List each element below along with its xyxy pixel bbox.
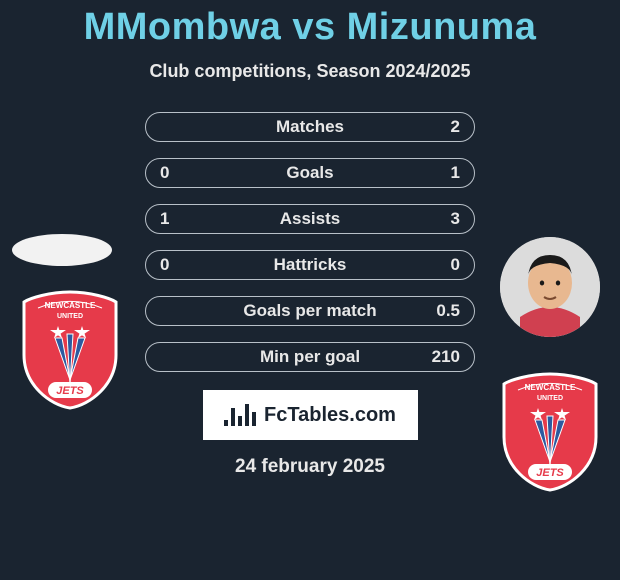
- stat-right-value: 0.5: [400, 301, 460, 321]
- svg-text:NEWCASTLE: NEWCASTLE: [525, 383, 576, 392]
- stat-label: Hattricks: [220, 255, 400, 275]
- stat-left-value: 0: [160, 255, 220, 275]
- stat-label: Matches: [220, 117, 400, 137]
- stat-row: 0Hattricks0: [145, 250, 475, 280]
- page-title: MMombwa vs Mizunuma: [0, 0, 620, 49]
- stat-row: 0Goals1: [145, 158, 475, 188]
- stat-label: Assists: [220, 209, 400, 229]
- logo-text: FcTables.com: [264, 404, 396, 427]
- stat-row: Matches2: [145, 112, 475, 142]
- badge-top-text: NEWCASTLE: [45, 301, 96, 310]
- stat-right-value: 1: [400, 163, 460, 183]
- stat-right-value: 210: [400, 347, 460, 367]
- stat-row: 1Assists3: [145, 204, 475, 234]
- stat-left-value: 1: [160, 209, 220, 229]
- stat-right-value: 3: [400, 209, 460, 229]
- comparison-panel: NEWCASTLE UNITED JETS NEWCASTLE UNITE: [0, 112, 620, 478]
- stat-label: Min per goal: [220, 347, 400, 367]
- player-right-avatar: [500, 237, 600, 337]
- stats-list: Matches20Goals11Assists30Hattricks0Goals…: [145, 112, 475, 372]
- badge-bottom-text: UNITED: [57, 313, 83, 320]
- stat-row: Goals per match0.5: [145, 296, 475, 326]
- svg-text:JETS: JETS: [536, 467, 564, 479]
- stat-left-value: 0: [160, 163, 220, 183]
- player-left-placeholder: [12, 234, 112, 266]
- stat-row: Min per goal210: [145, 342, 475, 372]
- stat-right-value: 2: [400, 117, 460, 137]
- fctables-logo: FcTables.com: [203, 390, 418, 440]
- shield-icon: NEWCASTLE UNITED JETS: [500, 372, 600, 492]
- avatar-icon: [500, 237, 600, 337]
- badge-pill-text: JETS: [56, 385, 84, 397]
- stat-right-value: 0: [400, 255, 460, 275]
- club-badge-left: NEWCASTLE UNITED JETS: [20, 290, 120, 410]
- stat-label: Goals: [220, 163, 400, 183]
- shield-icon: NEWCASTLE UNITED JETS: [20, 290, 120, 410]
- bar-chart-icon: [224, 404, 256, 426]
- stat-label: Goals per match: [220, 301, 400, 321]
- club-badge-right: NEWCASTLE UNITED JETS: [500, 372, 600, 492]
- page-subtitle: Club competitions, Season 2024/2025: [0, 61, 620, 82]
- svg-text:UNITED: UNITED: [537, 395, 563, 402]
